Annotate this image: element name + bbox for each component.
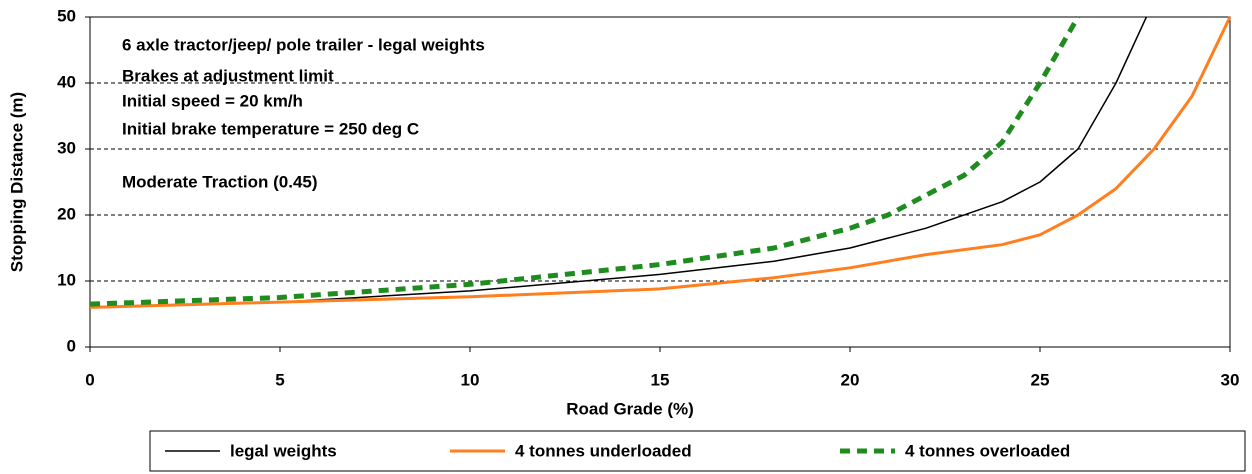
annotation: 6 axle tractor/jeep/ pole trailer - lega…: [122, 35, 485, 54]
x-tick-label: 10: [461, 370, 480, 389]
annotation: Initial speed = 20 km/h: [122, 91, 303, 110]
y-axis-title: Stopping Distance (m): [7, 92, 26, 272]
legend-label: 4 tonnes underloaded: [515, 441, 692, 460]
series-line: [89, 15, 1081, 307]
annotation: Initial brake temperature = 250 deg C: [122, 119, 419, 138]
plot-border: [89, 16, 1231, 348]
legend: [149, 430, 1246, 472]
x-axis-title: Road Grade (%): [566, 399, 694, 418]
y-tick-label: 50: [57, 6, 76, 25]
legend-label: legal weights: [230, 441, 337, 460]
legend-label: 4 tonnes overloaded: [905, 441, 1070, 460]
x-tick-label: 25: [1031, 370, 1050, 389]
y-tick-label: 10: [57, 270, 76, 289]
y-tick-label: 20: [57, 204, 76, 223]
x-tick-label: 0: [85, 370, 94, 389]
y-tick-label: 40: [57, 72, 76, 91]
x-tick-label: 20: [841, 370, 860, 389]
x-tick-label: 5: [275, 370, 284, 389]
y-tick-label: 0: [67, 336, 76, 355]
series-line: [89, 16, 1232, 309]
annotation: Brakes at adjustment limit: [122, 66, 334, 85]
series-line: [89, 16, 1148, 309]
annotation: Moderate Traction (0.45): [122, 172, 318, 191]
y-tick-label: 30: [57, 138, 76, 157]
x-tick-label: 30: [1221, 370, 1240, 389]
x-tick-label: 15: [651, 370, 670, 389]
